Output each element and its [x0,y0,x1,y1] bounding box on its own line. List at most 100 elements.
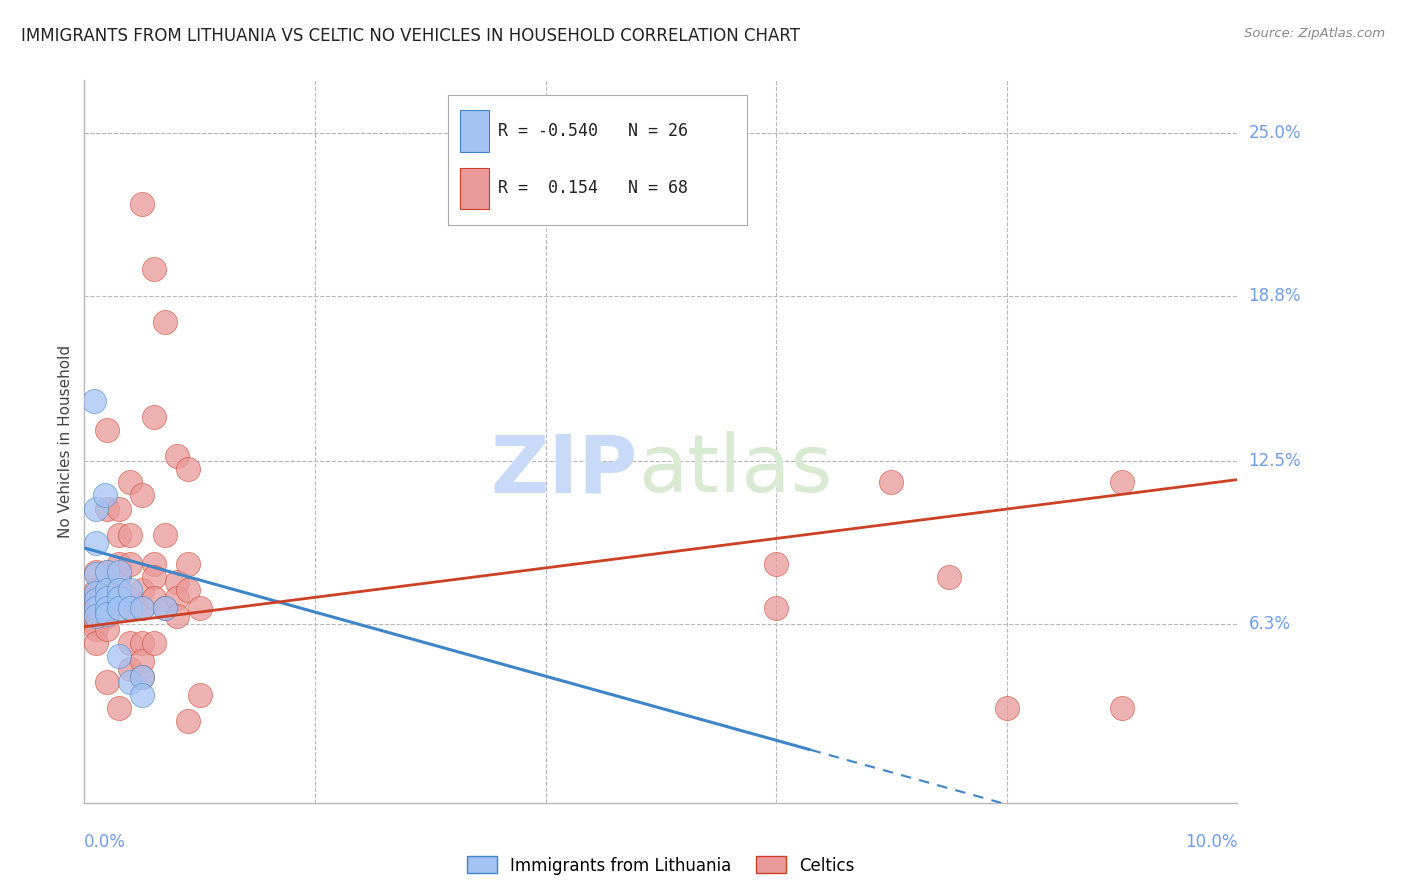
Point [84,501,107,516]
Point [84,593,107,607]
Point [1111,475,1133,490]
Point [108,701,131,715]
Point [96,609,118,624]
Legend: Immigrants from Lithuania, Celtics: Immigrants from Lithuania, Celtics [460,850,862,881]
Point [108,570,131,584]
Point [94,488,117,502]
Text: 12.5%: 12.5% [1249,452,1301,470]
Point [938,570,960,584]
Point [166,575,188,590]
Point [177,557,200,571]
Point [96,607,118,621]
Point [188,601,211,615]
Point [84,596,107,610]
Text: 6.3%: 6.3% [1249,615,1291,633]
Point [96,601,118,615]
Point [177,462,200,476]
Point [96,623,118,637]
Text: 25.0%: 25.0% [1249,124,1301,142]
Point [108,601,131,615]
Point [108,582,131,597]
Point [131,582,153,597]
Point [84,565,107,579]
Point [84,591,107,605]
Point [96,591,118,605]
Point [120,591,142,605]
Point [108,582,131,597]
Point [108,596,131,610]
Point [120,582,142,597]
Point [108,648,131,663]
Point [84,601,107,615]
Text: atlas: atlas [638,432,832,509]
Point [96,565,118,579]
Point [120,635,142,649]
Y-axis label: No Vehicles in Household: No Vehicles in Household [58,345,73,538]
Point [765,557,787,571]
Point [765,601,787,615]
Point [84,567,107,582]
Text: 10.0%: 10.0% [1185,833,1237,851]
Point [96,575,118,590]
Point [108,501,131,516]
Point [142,262,165,277]
Point [96,565,118,579]
Point [131,688,153,702]
Point [120,662,142,676]
Text: ZIP: ZIP [491,432,638,509]
Point [84,623,107,637]
Point [1111,701,1133,715]
Point [96,501,118,516]
Point [108,591,131,605]
Point [96,596,118,610]
Point [120,601,142,615]
Text: IMMIGRANTS FROM LITHUANIA VS CELTIC NO VEHICLES IN HOUSEHOLD CORRELATION CHART: IMMIGRANTS FROM LITHUANIA VS CELTIC NO V… [21,27,800,45]
Point [153,601,176,615]
Point [84,617,107,632]
Text: 18.8%: 18.8% [1249,286,1301,305]
Point [177,714,200,729]
Point [120,528,142,542]
Point [153,315,176,329]
Point [120,475,142,490]
Point [142,570,165,584]
Point [84,609,107,624]
Point [166,591,188,605]
Point [120,675,142,690]
Point [131,635,153,649]
Point [880,475,903,490]
Point [153,601,176,615]
Point [153,528,176,542]
Point [166,449,188,463]
Point [108,528,131,542]
Point [96,591,118,605]
Point [166,609,188,624]
Text: 0.0%: 0.0% [84,833,127,851]
Point [177,582,200,597]
Point [131,488,153,502]
Point [131,601,153,615]
Point [131,670,153,684]
Point [142,591,165,605]
Point [84,635,107,649]
Point [96,423,118,437]
Point [131,196,153,211]
Point [84,601,107,615]
Point [96,582,118,597]
Point [131,654,153,668]
Point [83,393,105,408]
Point [120,601,142,615]
Point [84,585,107,599]
Point [120,557,142,571]
Point [142,409,165,424]
Point [188,688,211,702]
Point [108,591,131,605]
Text: Source: ZipAtlas.com: Source: ZipAtlas.com [1244,27,1385,40]
Point [131,601,153,615]
Point [96,675,118,690]
Point [96,582,118,597]
Point [142,557,165,571]
Point [108,557,131,571]
Point [995,701,1018,715]
Point [142,635,165,649]
